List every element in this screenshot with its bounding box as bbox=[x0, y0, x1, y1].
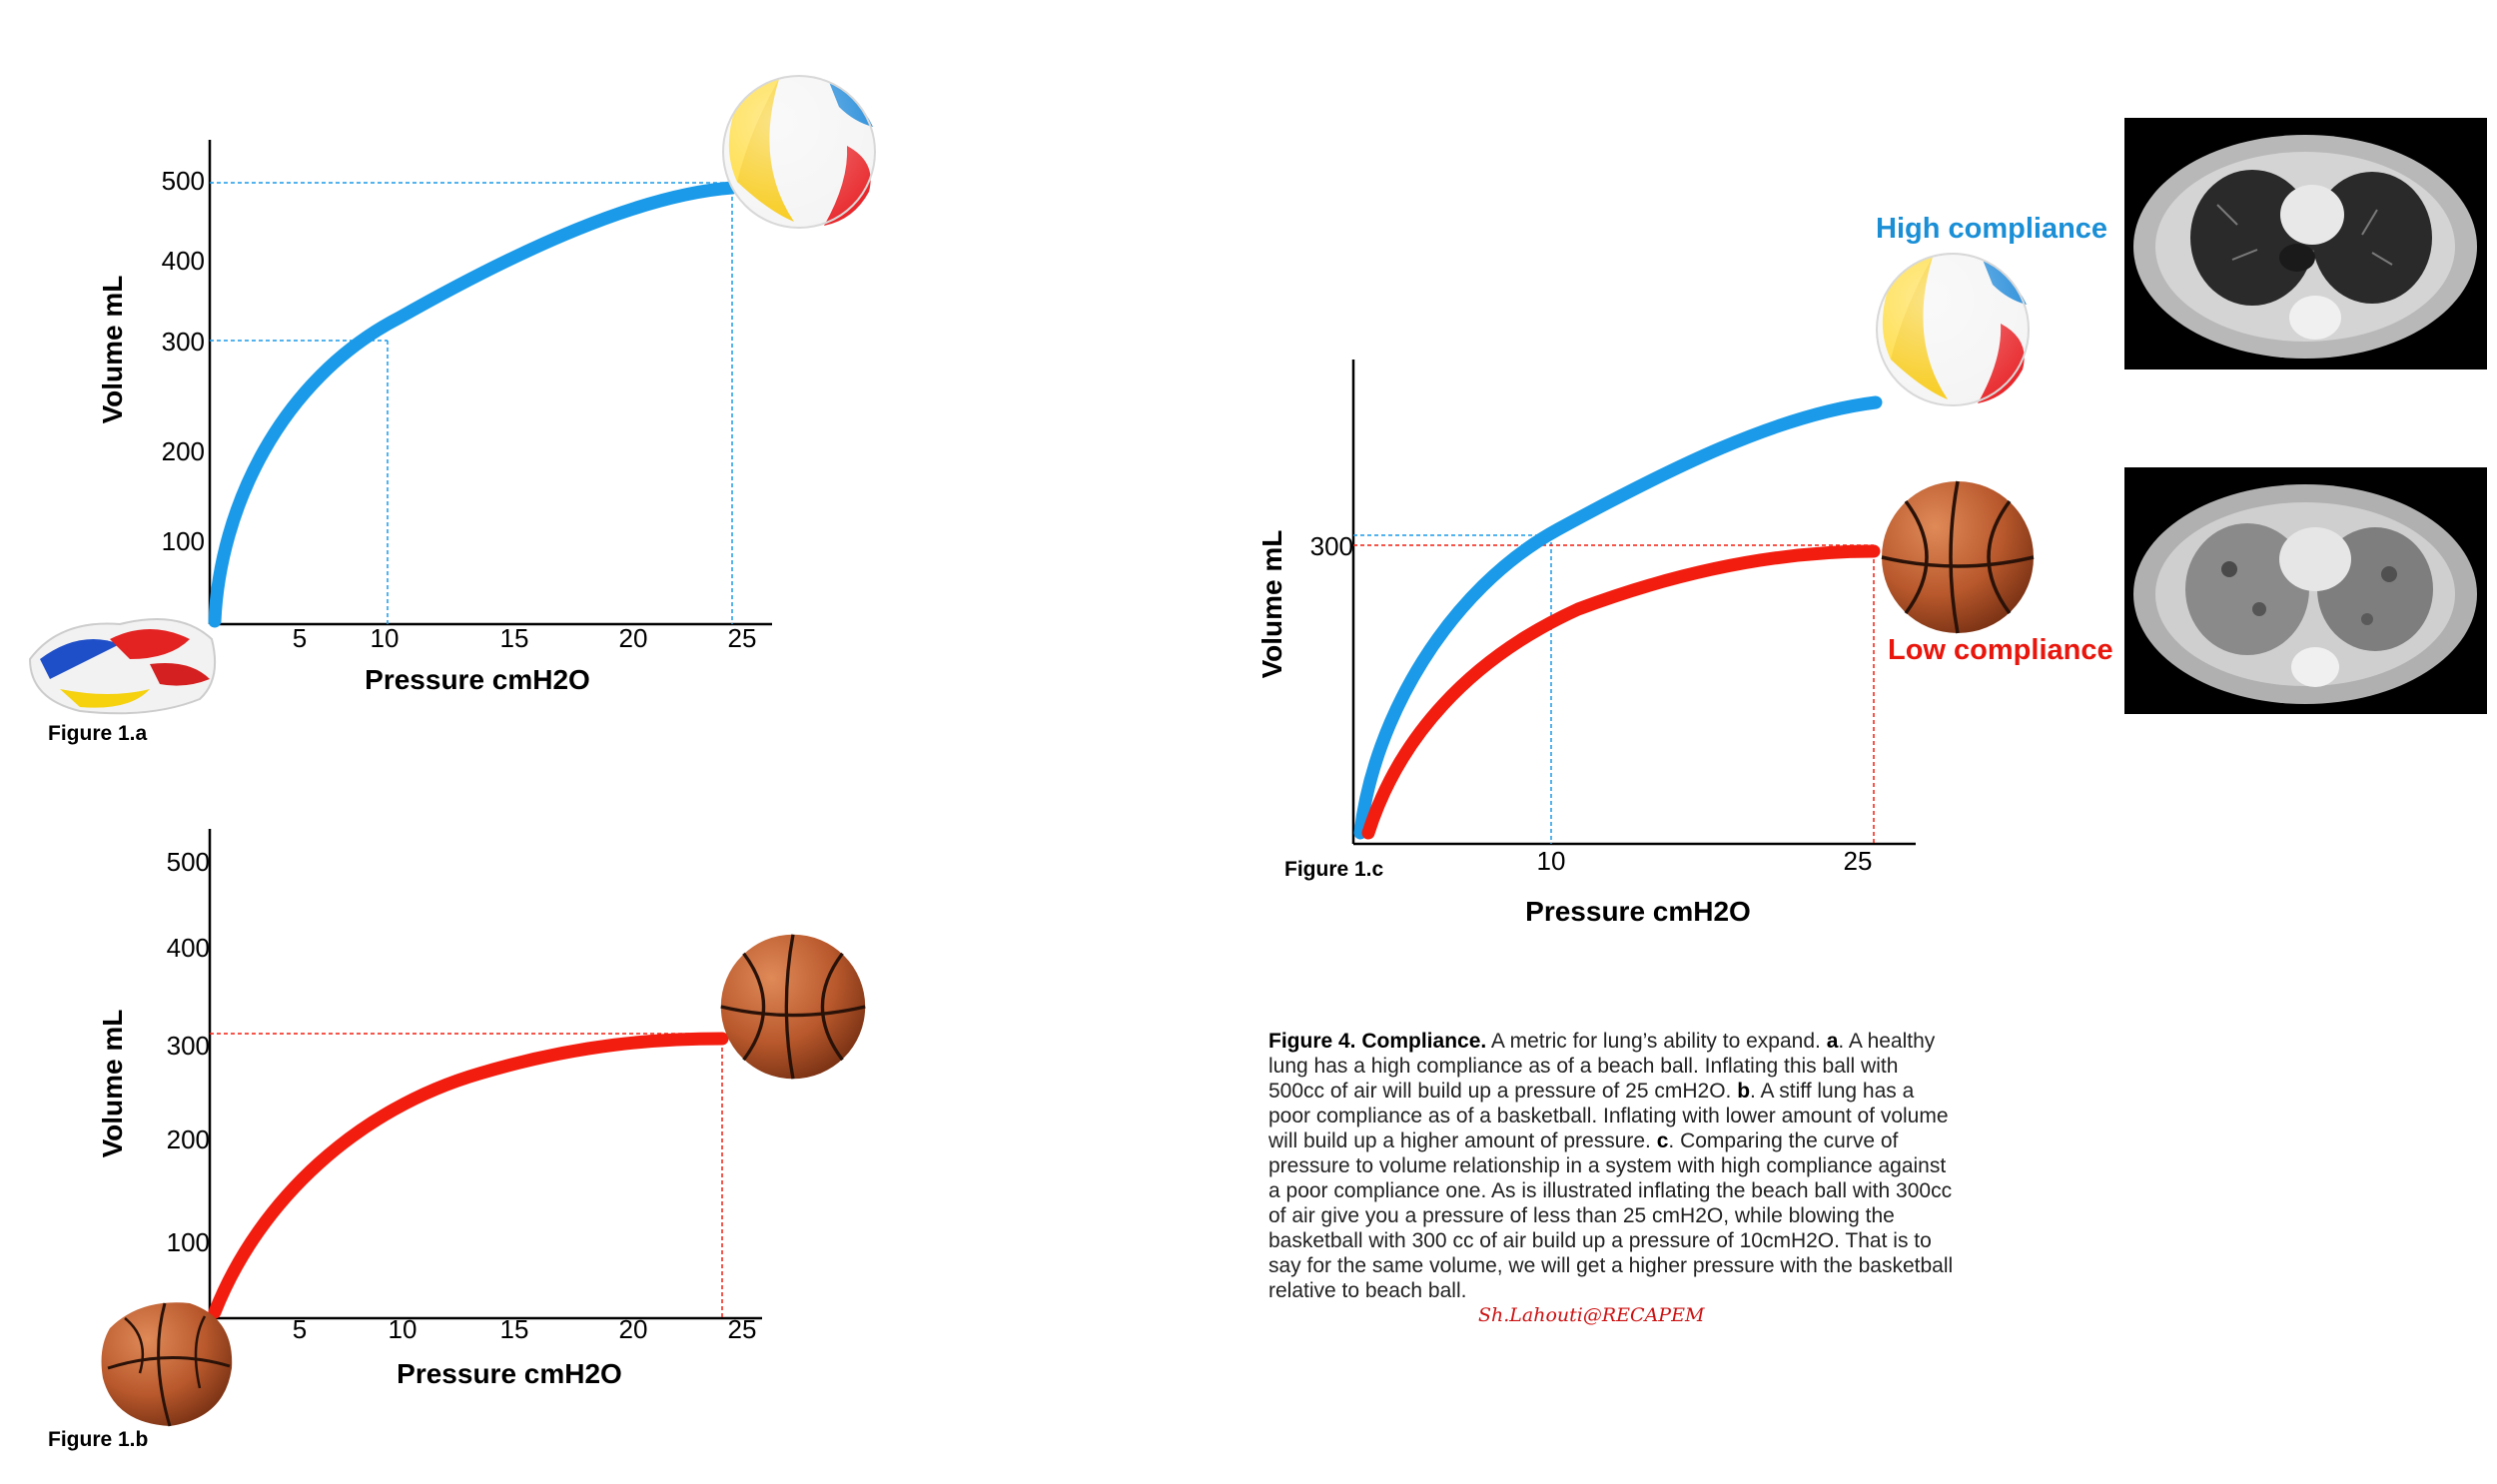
fig-a-x-tick: 20 bbox=[619, 623, 648, 653]
fig-b-x-tick: 25 bbox=[728, 1314, 757, 1344]
fig-a-y-tick: 100 bbox=[162, 526, 205, 556]
fig-c-y-tick: 300 bbox=[1310, 531, 1353, 561]
caption-part-a: a bbox=[1826, 1030, 1839, 1053]
fig-b-x-tick: 10 bbox=[389, 1314, 417, 1344]
fig-a-x-axis-title: Pressure cmH2O bbox=[365, 664, 590, 695]
fig-b-x-ticks: 5 10 15 20 25 bbox=[293, 1314, 757, 1344]
fig-b-x-tick: 15 bbox=[500, 1314, 529, 1344]
caption-title: Figure 4. Compliance. bbox=[1268, 1030, 1487, 1053]
fig-b-y-tick: 300 bbox=[167, 1031, 210, 1061]
beach-ball-image bbox=[1876, 253, 2030, 406]
fig-a-y-tick: 200 bbox=[162, 436, 205, 466]
caption-part-c: c bbox=[1656, 1129, 1669, 1152]
figure-1a: 100 200 300 400 500 5 10 15 20 25 Volume… bbox=[28, 75, 876, 745]
fig-b-y-ticks: 100 200 300 400 500 bbox=[167, 847, 210, 1257]
fig-c-low-compliance-curve bbox=[1361, 544, 1881, 840]
caption-text: . A healthy lung has a high compliance a… bbox=[1268, 1030, 1936, 1103]
figure-1c: 300 10 25 Volume mL Pressure cmH2O Figur… bbox=[1256, 118, 2487, 927]
caption-part-b: b bbox=[1737, 1080, 1751, 1103]
deflated-basketball-image bbox=[101, 1302, 233, 1427]
figure-caption: Figure 4. Compliance. A metric for lung’… bbox=[1268, 1029, 1958, 1303]
basketball-image bbox=[1880, 479, 2036, 635]
fig-c-high-compliance-curve bbox=[1353, 395, 1883, 840]
high-compliance-label: High compliance bbox=[1876, 213, 2107, 245]
author-signature: Sh.Lahouti@RECAPEM bbox=[1478, 1304, 1705, 1326]
fig-a-y-tick: 300 bbox=[162, 327, 205, 357]
caption-text: A metric for lung’s ability to expand. bbox=[1486, 1030, 1827, 1053]
fig-b-y-tick: 200 bbox=[167, 1124, 210, 1154]
fig-a-y-tick: 500 bbox=[162, 166, 205, 196]
caption-text: . A stiff lung has a poor compliance as … bbox=[1268, 1080, 1949, 1152]
basketball-image bbox=[719, 933, 867, 1081]
low-compliance-label: Low compliance bbox=[1888, 634, 2113, 666]
ct-scan-stiff-lung-image bbox=[2124, 467, 2487, 714]
fig-a-y-ticks: 100 200 300 400 500 bbox=[162, 166, 205, 556]
fig-a-y-axis-title: Volume mL bbox=[97, 276, 128, 424]
fig-b-y-tick: 100 bbox=[167, 1227, 210, 1257]
fig-b-y-axis-title: Volume mL bbox=[97, 1010, 128, 1158]
fig-c-y-axis-title: Volume mL bbox=[1256, 530, 1287, 679]
fig-a-compliance-curve bbox=[208, 181, 739, 628]
fig-b-label: Figure 1.b bbox=[48, 1428, 148, 1451]
fig-b-x-tick: 20 bbox=[619, 1314, 648, 1344]
fig-a-label: Figure 1.a bbox=[48, 722, 148, 745]
fig-a-y-tick: 400 bbox=[162, 246, 205, 276]
fig-a-x-ticks: 5 10 15 20 25 bbox=[293, 623, 757, 653]
deflated-beach-ball-image bbox=[28, 618, 217, 715]
fig-b-x-tick: 5 bbox=[293, 1314, 307, 1344]
fig-c-x-tick: 10 bbox=[1537, 846, 1566, 876]
fig-a-x-tick: 15 bbox=[500, 623, 529, 653]
ct-scan-healthy-lung-image bbox=[2124, 118, 2487, 370]
beach-ball-image bbox=[722, 75, 876, 229]
fig-b-x-axis-title: Pressure cmH2O bbox=[397, 1358, 622, 1389]
fig-b-compliance-curve bbox=[208, 1032, 729, 1319]
fig-c-x-tick: 25 bbox=[1844, 846, 1873, 876]
caption-text: . Comparing the curve of pressure to vol… bbox=[1268, 1129, 1954, 1302]
fig-c-label: Figure 1.c bbox=[1284, 858, 1384, 881]
fig-a-x-tick: 10 bbox=[371, 623, 400, 653]
fig-c-x-axis-title: Pressure cmH2O bbox=[1525, 896, 1751, 927]
figure-1b: 100 200 300 400 500 5 10 15 20 25 Volume… bbox=[48, 829, 867, 1451]
fig-b-y-tick: 400 bbox=[167, 933, 210, 963]
fig-a-x-tick: 25 bbox=[728, 623, 757, 653]
fig-a-x-tick: 5 bbox=[293, 623, 307, 653]
fig-b-y-tick: 500 bbox=[167, 847, 210, 877]
